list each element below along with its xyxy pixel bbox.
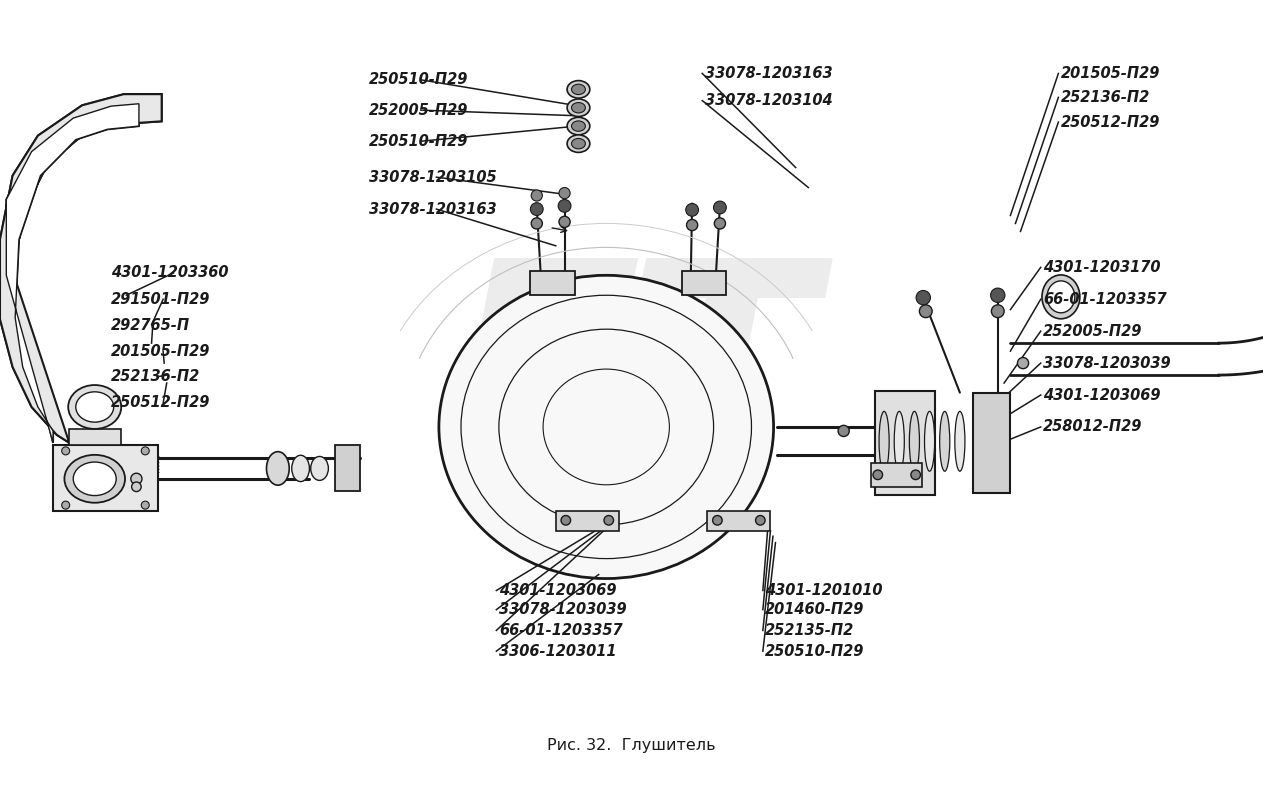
Ellipse shape — [68, 385, 121, 429]
Text: 4301-1203069: 4301-1203069 — [1043, 388, 1161, 402]
Ellipse shape — [571, 84, 586, 95]
Ellipse shape — [571, 121, 586, 132]
Ellipse shape — [1042, 275, 1080, 318]
Circle shape — [560, 216, 570, 227]
Ellipse shape — [925, 412, 935, 471]
Circle shape — [712, 516, 722, 525]
Polygon shape — [0, 94, 162, 455]
Polygon shape — [335, 445, 360, 491]
Text: 258012-П29: 258012-П29 — [1043, 420, 1143, 434]
Circle shape — [62, 447, 69, 455]
Text: 291501-П29: 291501-П29 — [111, 292, 211, 306]
Text: 4301-1203360: 4301-1203360 — [111, 266, 229, 280]
Circle shape — [532, 190, 542, 201]
Polygon shape — [69, 429, 121, 445]
Text: 292765-П: 292765-П — [111, 318, 191, 333]
Text: 33078-1203039: 33078-1203039 — [499, 602, 626, 617]
Circle shape — [604, 516, 614, 525]
Text: 66-01-1203357: 66-01-1203357 — [499, 623, 623, 638]
Circle shape — [131, 482, 141, 492]
Polygon shape — [530, 271, 575, 295]
Circle shape — [687, 219, 697, 231]
Ellipse shape — [1047, 281, 1075, 313]
Circle shape — [714, 201, 726, 214]
Circle shape — [990, 288, 1005, 302]
Ellipse shape — [879, 412, 889, 471]
Polygon shape — [871, 463, 922, 487]
Circle shape — [916, 290, 931, 305]
Circle shape — [561, 516, 571, 525]
Ellipse shape — [311, 456, 328, 480]
Text: 3306-1203011: 3306-1203011 — [499, 644, 616, 658]
Circle shape — [755, 516, 765, 525]
Text: 250510-П29: 250510-П29 — [765, 644, 865, 658]
Circle shape — [839, 425, 849, 437]
Text: 33078-1203104: 33078-1203104 — [705, 93, 832, 108]
Text: 33078-1203105: 33078-1203105 — [369, 170, 496, 184]
Circle shape — [715, 218, 725, 229]
Text: 252005-П29: 252005-П29 — [1043, 324, 1143, 338]
Circle shape — [991, 305, 1004, 318]
Ellipse shape — [909, 412, 919, 471]
Text: 250512-П29: 250512-П29 — [111, 396, 211, 410]
Text: 250510-П29: 250510-П29 — [369, 134, 469, 148]
Text: 250512-П29: 250512-П29 — [1061, 115, 1161, 129]
Circle shape — [141, 501, 149, 509]
Circle shape — [532, 218, 542, 229]
Circle shape — [1018, 358, 1028, 369]
Ellipse shape — [567, 117, 590, 135]
Text: 33078-1203039: 33078-1203039 — [1043, 356, 1171, 370]
Polygon shape — [556, 511, 619, 531]
Text: 250510-П29: 250510-П29 — [369, 73, 469, 87]
Text: 252005-П29: 252005-П29 — [369, 103, 469, 117]
Text: 201505-П29: 201505-П29 — [1061, 66, 1161, 81]
Text: 66-01-1203357: 66-01-1203357 — [1043, 292, 1167, 306]
Polygon shape — [707, 511, 770, 531]
Ellipse shape — [440, 275, 773, 579]
Circle shape — [919, 305, 932, 318]
Text: 4301-1203069: 4301-1203069 — [499, 583, 616, 598]
Text: 4301-1203170: 4301-1203170 — [1043, 260, 1161, 275]
Text: Рис. 32.  Глушитель: Рис. 32. Глушитель — [547, 738, 716, 753]
Circle shape — [560, 188, 570, 199]
Text: 33078-1203163: 33078-1203163 — [705, 66, 832, 81]
Circle shape — [558, 200, 571, 212]
Ellipse shape — [292, 455, 309, 481]
Circle shape — [530, 203, 543, 215]
Ellipse shape — [567, 99, 590, 117]
Ellipse shape — [73, 462, 116, 496]
Ellipse shape — [571, 103, 586, 113]
Polygon shape — [973, 393, 1010, 493]
Polygon shape — [682, 271, 726, 295]
Text: 252135-П2: 252135-П2 — [765, 623, 855, 638]
Text: ГТ: ГТ — [448, 248, 815, 518]
Text: 201505-П29: 201505-П29 — [111, 344, 211, 358]
Polygon shape — [0, 94, 162, 455]
Text: 201460-П29: 201460-П29 — [765, 602, 865, 617]
Text: 252136-П2: 252136-П2 — [1061, 90, 1151, 105]
Ellipse shape — [940, 412, 950, 471]
Ellipse shape — [955, 412, 965, 471]
Ellipse shape — [266, 452, 289, 485]
Ellipse shape — [64, 455, 125, 503]
Circle shape — [873, 470, 883, 480]
Circle shape — [141, 447, 149, 455]
Text: 252136-П2: 252136-П2 — [111, 369, 201, 384]
Circle shape — [62, 501, 69, 509]
Ellipse shape — [76, 392, 114, 422]
Polygon shape — [6, 104, 139, 443]
Ellipse shape — [567, 135, 590, 152]
Ellipse shape — [571, 139, 586, 148]
Text: 4301-1201010: 4301-1201010 — [765, 583, 883, 598]
Ellipse shape — [567, 81, 590, 98]
Polygon shape — [875, 391, 935, 495]
Polygon shape — [53, 445, 158, 511]
Ellipse shape — [894, 412, 904, 471]
Text: 33078-1203163: 33078-1203163 — [369, 202, 496, 216]
Circle shape — [131, 473, 141, 484]
Circle shape — [686, 203, 698, 216]
Circle shape — [911, 470, 921, 480]
